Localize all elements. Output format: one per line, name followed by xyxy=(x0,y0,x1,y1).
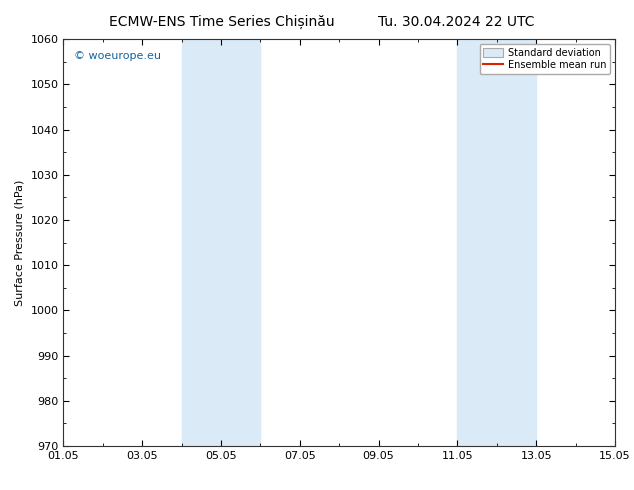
Text: © woeurope.eu: © woeurope.eu xyxy=(74,51,162,61)
Text: ECMW-ENS Time Series Chișinău: ECMW-ENS Time Series Chișinău xyxy=(109,15,335,29)
Bar xyxy=(457,39,536,446)
Text: Tu. 30.04.2024 22 UTC: Tu. 30.04.2024 22 UTC xyxy=(378,15,534,29)
Bar xyxy=(181,39,261,446)
Legend: Standard deviation, Ensemble mean run: Standard deviation, Ensemble mean run xyxy=(479,44,610,74)
Y-axis label: Surface Pressure (hPa): Surface Pressure (hPa) xyxy=(15,179,25,306)
